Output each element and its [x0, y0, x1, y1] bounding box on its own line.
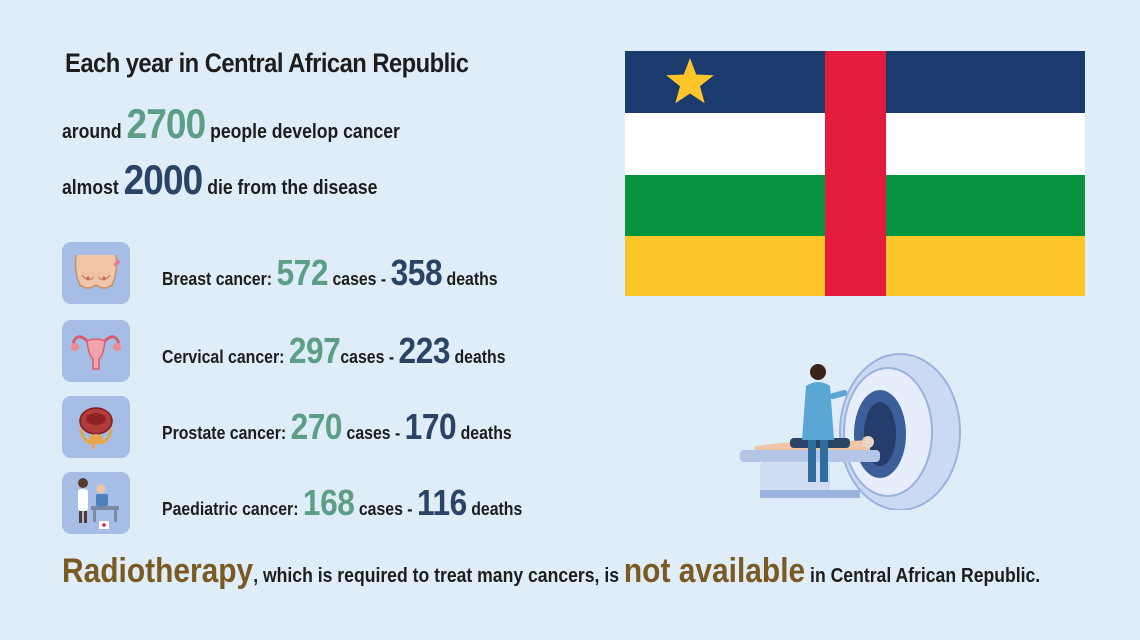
incidence-line: around 2700 people develop cancer	[62, 100, 400, 148]
mortality-prefix: almost	[62, 177, 119, 199]
prostate-icon	[62, 396, 130, 458]
mri-scanner-illustration	[740, 353, 961, 510]
mortality-suffix: die from the disease	[207, 177, 378, 199]
cancer-name: Breast cancer:	[162, 269, 273, 289]
cancer-row-breast: Breast cancer: 572 cases - 358 deaths	[62, 242, 543, 304]
cases-label: cases -	[340, 347, 395, 367]
deaths-count: 116	[417, 482, 467, 523]
cancer-name: Paediatric cancer:	[162, 499, 299, 519]
incidence-suffix: people develop cancer	[210, 121, 400, 143]
cases-label: cases -	[358, 499, 413, 519]
deaths-count: 223	[398, 330, 451, 371]
central-african-republic-flag	[625, 51, 1085, 296]
not-available-word: not available	[623, 552, 806, 590]
deaths-label: deaths	[446, 269, 498, 289]
deaths-label: deaths	[460, 423, 512, 443]
deaths-count: 170	[404, 406, 457, 447]
cases-label: cases -	[332, 269, 387, 289]
cases-count: 572	[276, 252, 329, 293]
cases-count: 297	[288, 330, 341, 371]
flag-star-icon	[666, 58, 714, 104]
mortality-line: almost 2000 die from the disease	[62, 156, 377, 204]
cases-count: 270	[290, 406, 343, 447]
paediatric-stats: Paediatric cancer: 168 cases - 116 death…	[162, 482, 522, 524]
radiotherapy-statement: Radiotherapy, which is required to treat…	[62, 552, 1040, 591]
cases-label: cases -	[346, 423, 401, 443]
radiotherapy-word: Radiotherapy	[62, 552, 254, 590]
breast-icon	[62, 242, 130, 304]
statement-end: in Central African Republic.	[810, 565, 1041, 587]
deaths-label: deaths	[471, 499, 523, 519]
cancer-row-cervical: Cervical cancer: 297cases - 223 deaths	[62, 320, 552, 382]
cancer-row-paediatric: Paediatric cancer: 168 cases - 116 death…	[62, 472, 571, 534]
breast-stats: Breast cancer: 572 cases - 358 deaths	[162, 252, 498, 294]
cervical-stats: Cervical cancer: 297cases - 223 deaths	[162, 330, 506, 372]
uterus-icon	[62, 320, 130, 382]
incidence-number: 2700	[126, 100, 207, 147]
deaths-label: deaths	[454, 347, 506, 367]
cases-count: 168	[302, 482, 355, 523]
incidence-prefix: around	[62, 121, 122, 143]
page-title: Each year in Central African Republic	[65, 48, 469, 78]
cancer-name: Prostate cancer:	[162, 423, 287, 443]
cancer-name: Cervical cancer:	[162, 347, 285, 367]
prostate-stats: Prostate cancer: 270 cases - 170 deaths	[162, 406, 512, 448]
child-patient-icon	[62, 472, 130, 534]
cancer-row-prostate: Prostate cancer: 270 cases - 170 deaths	[62, 396, 559, 458]
statement-middle: , which is required to treat many cancer…	[253, 565, 620, 587]
mortality-number: 2000	[123, 156, 204, 203]
deaths-count: 358	[390, 252, 443, 293]
flag-red-band	[825, 51, 886, 296]
